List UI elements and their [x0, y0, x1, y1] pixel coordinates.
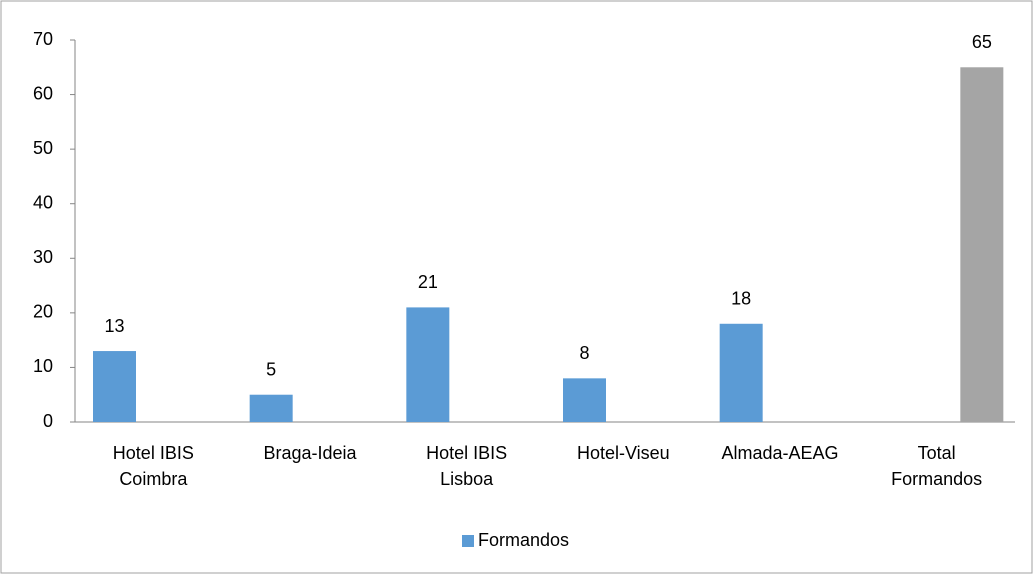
y-tick-label: 0: [43, 411, 53, 431]
legend-label: Formandos: [478, 530, 569, 550]
y-tick-label: 10: [33, 356, 53, 376]
y-tick-label: 20: [33, 302, 53, 322]
bar: [93, 351, 136, 422]
x-tick-label: Braga-Ideia: [263, 443, 357, 463]
y-tick-label: 70: [33, 29, 53, 49]
data-label: 5: [266, 359, 276, 379]
y-tick-label: 60: [33, 83, 53, 103]
y-tick-label: 40: [33, 192, 53, 212]
bar: [406, 307, 450, 422]
data-label: 65: [972, 32, 992, 52]
legend-swatch: [462, 535, 474, 547]
x-tick-label: Total Formandos: [891, 443, 983, 489]
data-label: 8: [579, 343, 589, 363]
bar: [563, 378, 606, 422]
y-tick-label: 30: [33, 247, 53, 267]
data-label: 18: [731, 289, 751, 309]
x-tick-label: Hotel-Viseu: [576, 443, 670, 463]
data-label: 13: [104, 316, 124, 336]
x-tick-label: Almada-AEAG: [721, 443, 839, 463]
bar: [249, 394, 293, 422]
x-tick-label: Hotel IBIS Coimbra: [112, 443, 194, 489]
bar: [719, 323, 763, 422]
data-label: 21: [418, 272, 438, 292]
y-tick-label: 50: [33, 138, 53, 158]
bar: [960, 67, 1004, 423]
x-tick-label: Hotel IBIS Lisboa: [426, 443, 508, 489]
